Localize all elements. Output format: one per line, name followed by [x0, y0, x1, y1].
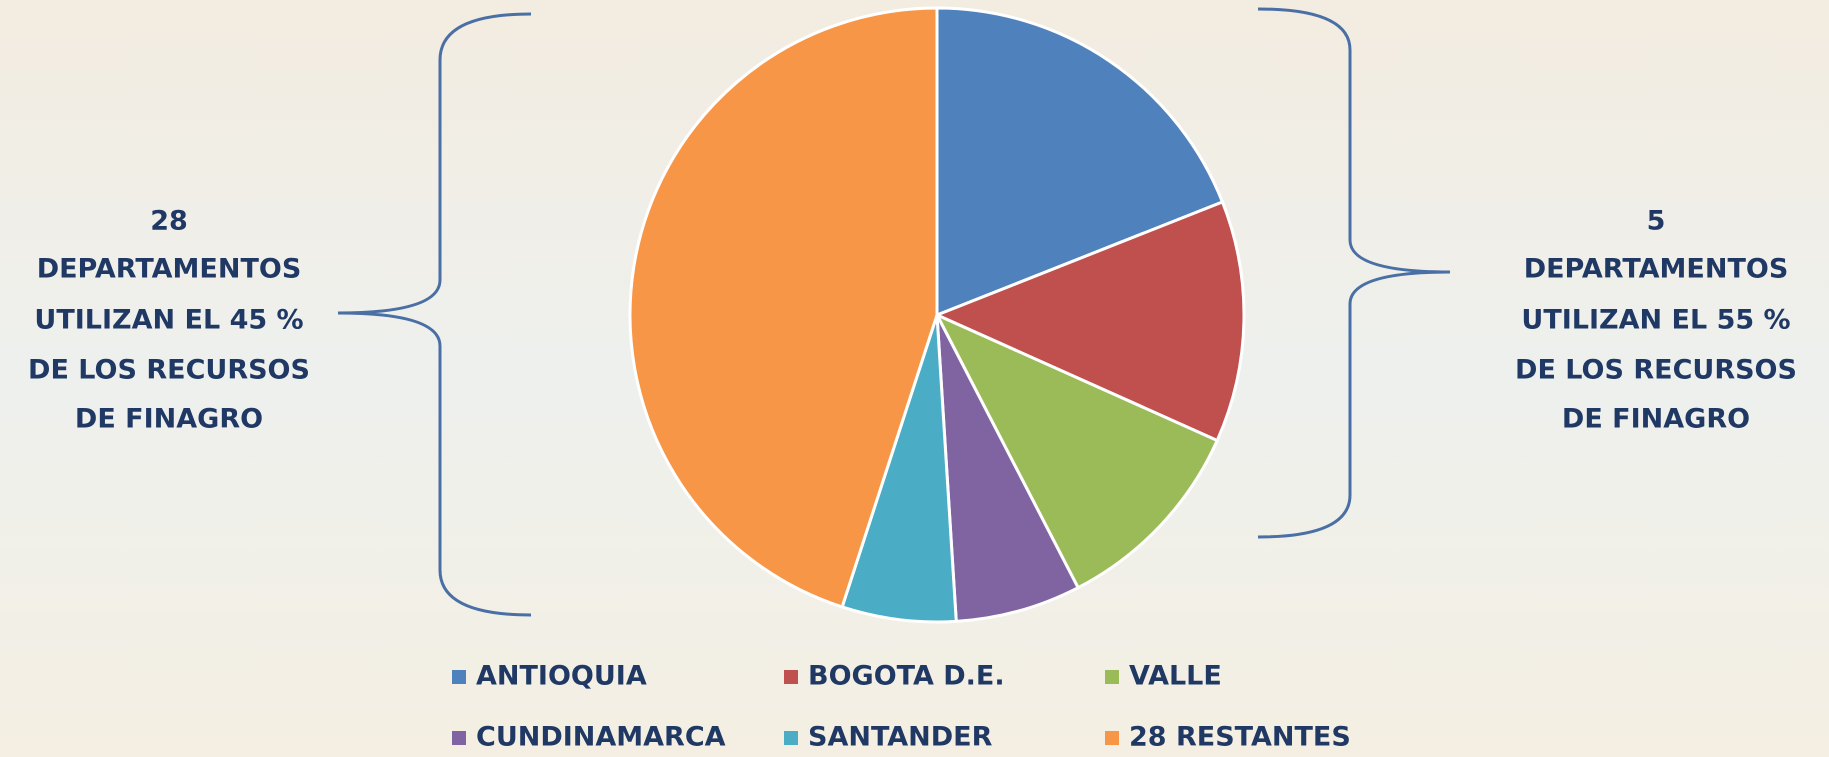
right-brace	[1257, 7, 1451, 539]
legend-swatch	[452, 731, 466, 745]
legend-label: ANTIOQUIA	[476, 661, 647, 692]
annotation-line: 5	[1647, 206, 1666, 237]
annotation-line: UTILIZAN EL 55 %	[1521, 305, 1790, 336]
pie-slice	[935, 314, 1081, 623]
annotation-line: UTILIZAN EL 45 %	[34, 305, 303, 336]
annotation-line: 28	[150, 206, 188, 237]
pie-slice	[628, 6, 939, 609]
annotation-line: DEPARTAMENTOS	[1524, 254, 1789, 285]
legend-label: CUNDINAMARCA	[476, 722, 726, 753]
annotation-line: DE LOS RECURSOS	[1515, 355, 1797, 386]
annotation-line: DE LOS RECURSOS	[28, 355, 310, 386]
pie-slice	[935, 6, 1225, 318]
legend-label: SANTANDER	[808, 722, 993, 753]
legend-label: VALLE	[1129, 661, 1222, 692]
left-brace	[337, 12, 532, 617]
legend-swatch	[452, 670, 466, 684]
legend-label: 28 RESTANTES	[1129, 722, 1351, 753]
annotation-line: DE FINAGRO	[75, 404, 263, 435]
legend-swatch	[784, 731, 798, 745]
legend-swatch	[1105, 731, 1119, 745]
legend-swatch	[784, 670, 798, 684]
annotation-line: DEPARTAMENTOS	[37, 254, 302, 285]
annotation-line: DE FINAGRO	[1562, 404, 1750, 435]
legend-swatch	[1105, 670, 1119, 684]
pie-slice	[933, 311, 1220, 590]
legend-label: BOGOTA D.E.	[808, 661, 1005, 692]
pie-slice	[933, 200, 1246, 443]
